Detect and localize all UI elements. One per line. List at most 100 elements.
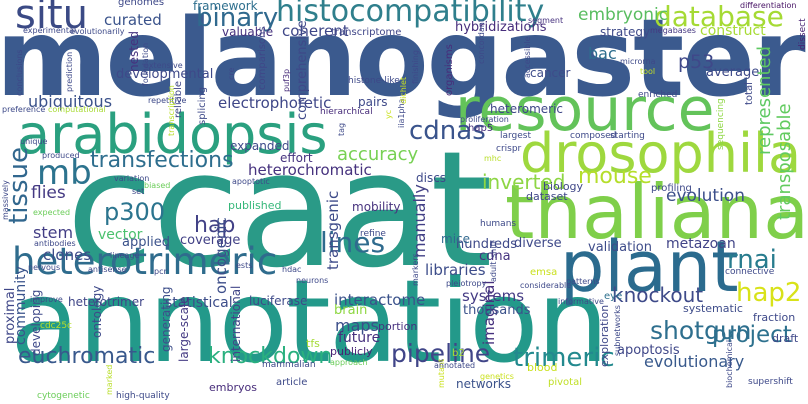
word-foundation: preference [2,105,46,114]
word-organisms: comparisons [257,26,268,90]
word-shift: considerable [520,281,572,290]
word-arabidopsis: arabidopsis [17,103,328,166]
word-repetitive: transcription [167,85,176,136]
word-framework: framework [193,0,258,13]
word-experimental: conclusions [15,49,24,96]
word-accuracy: accuracy [337,144,419,165]
word-p300: p300 [104,198,166,226]
word-cancer: cancer [530,66,571,80]
word-cdnas: cdnas [409,116,486,146]
word-tag: neurons [296,276,329,285]
word-inverted: inverted [482,170,566,194]
word-project: project [712,322,792,348]
word-unique: expected [33,208,71,217]
word-fraction: fraction [753,311,796,324]
word-brain: brain [334,303,368,318]
word-concordant: finishing [411,50,420,84]
word-ests: shift [489,240,498,258]
word-pcr: set [132,187,145,196]
word-ubiquitous: ubiquitous [28,92,113,111]
word-database: database [654,0,784,33]
word-analyze: tool [640,67,656,76]
word-pivotal: pivotal [548,377,582,388]
word-applied: applied [122,235,170,250]
word-dissect: dissect [798,18,808,50]
word-variation: apoptotic [232,177,270,186]
word-large-scale: large-scale [177,296,191,362]
word-systematic: systematic [683,302,743,315]
word-b2: b2 [452,348,465,359]
word-segment: segment [528,16,564,25]
word-knockdown: knockdown [208,344,333,369]
word-expanded: effort [280,151,313,165]
word-mouse: mouse [578,164,652,189]
word-biology: dataset [526,190,568,203]
word-systems: systems [462,287,525,305]
word-embryos: embryos [209,381,257,394]
word-transfections: transfections [90,148,234,173]
word-evolution: evolution [666,186,745,206]
word-transgenic: transgenic [324,190,342,270]
word-electrophoretic: electrophoretic [218,94,332,112]
word-rnai: rnai [727,245,777,275]
word-starting: composed [570,131,617,141]
word-heteromeric: hap5 [468,123,494,134]
word-tfs: tfs [306,337,320,350]
word-generating: generating [159,286,173,352]
word-antisense: variation [114,174,150,183]
word-evolutionarily: prediction [65,51,74,92]
word-knockout: knockout [612,283,704,307]
word-transcription: dichlet [399,76,408,104]
word-draft: draft [772,332,799,345]
word-megabases: megabases [650,26,696,35]
word-crispr: humans [480,219,517,229]
word-clones: clones [43,246,92,264]
word-informative: informative [558,297,604,306]
word-hap: hap [194,213,236,238]
word-expected: improve [30,295,63,304]
word-networks: networks [456,377,511,391]
word-produced: antibodies [34,239,76,248]
word-embryonic: embryonic [578,5,669,25]
word-annotation: annotation [10,255,609,388]
word-statistical: statistical [165,295,233,311]
word-heterochromatic: heterochromatic [248,161,372,179]
word-total: microrna [620,57,656,66]
word-pipeline: pipeline [391,339,491,368]
word-thousands: thousands [463,303,531,318]
word-neurons: pleiotropy [446,279,487,288]
word-largest: mhc [484,154,502,163]
word-coverage: coverage [180,233,241,248]
word-biochemical: biochemical [725,339,734,388]
word-adult: patterns [566,277,600,286]
word-plant: plant [560,226,739,308]
word-drosophila: drosophila [520,122,802,185]
word-transposable: transposable [774,103,795,220]
word-flies: flies [31,183,66,203]
word-interactome: interactome [334,291,426,309]
word-hybridizations: hybridizations [455,20,547,35]
word-tool: enriched [638,90,678,100]
word-markers: emsa [530,267,558,278]
word-cre: tag [337,122,346,136]
word-lineage: biased [144,181,171,190]
word-heterotrimer: heterotrimer [68,295,145,309]
word-resource: resource [455,75,715,145]
word-preference: produced [42,151,80,160]
word-computational: massively [1,180,10,220]
word-melanogaster: melanogaster [0,0,806,121]
word-exploration: exploration [598,304,611,367]
word-derived: concordant [477,19,486,64]
word-high-quality: high-quality [116,391,170,401]
word-puf3p: histone-like [348,76,400,86]
word-set: extensive [144,61,183,70]
word-antibodies: marked [105,364,114,395]
word-subnetworks: subnetworks [613,305,622,356]
word-improve: lineage [110,251,140,260]
word-technology: evolutionarily [70,27,125,36]
word-strategy: strategy [600,25,651,39]
word-genomes: genomes [118,0,165,8]
word-reliable: nested [127,31,141,72]
word-patterns: connective [725,267,775,277]
word-evolutionary: evolutionary [644,352,745,371]
